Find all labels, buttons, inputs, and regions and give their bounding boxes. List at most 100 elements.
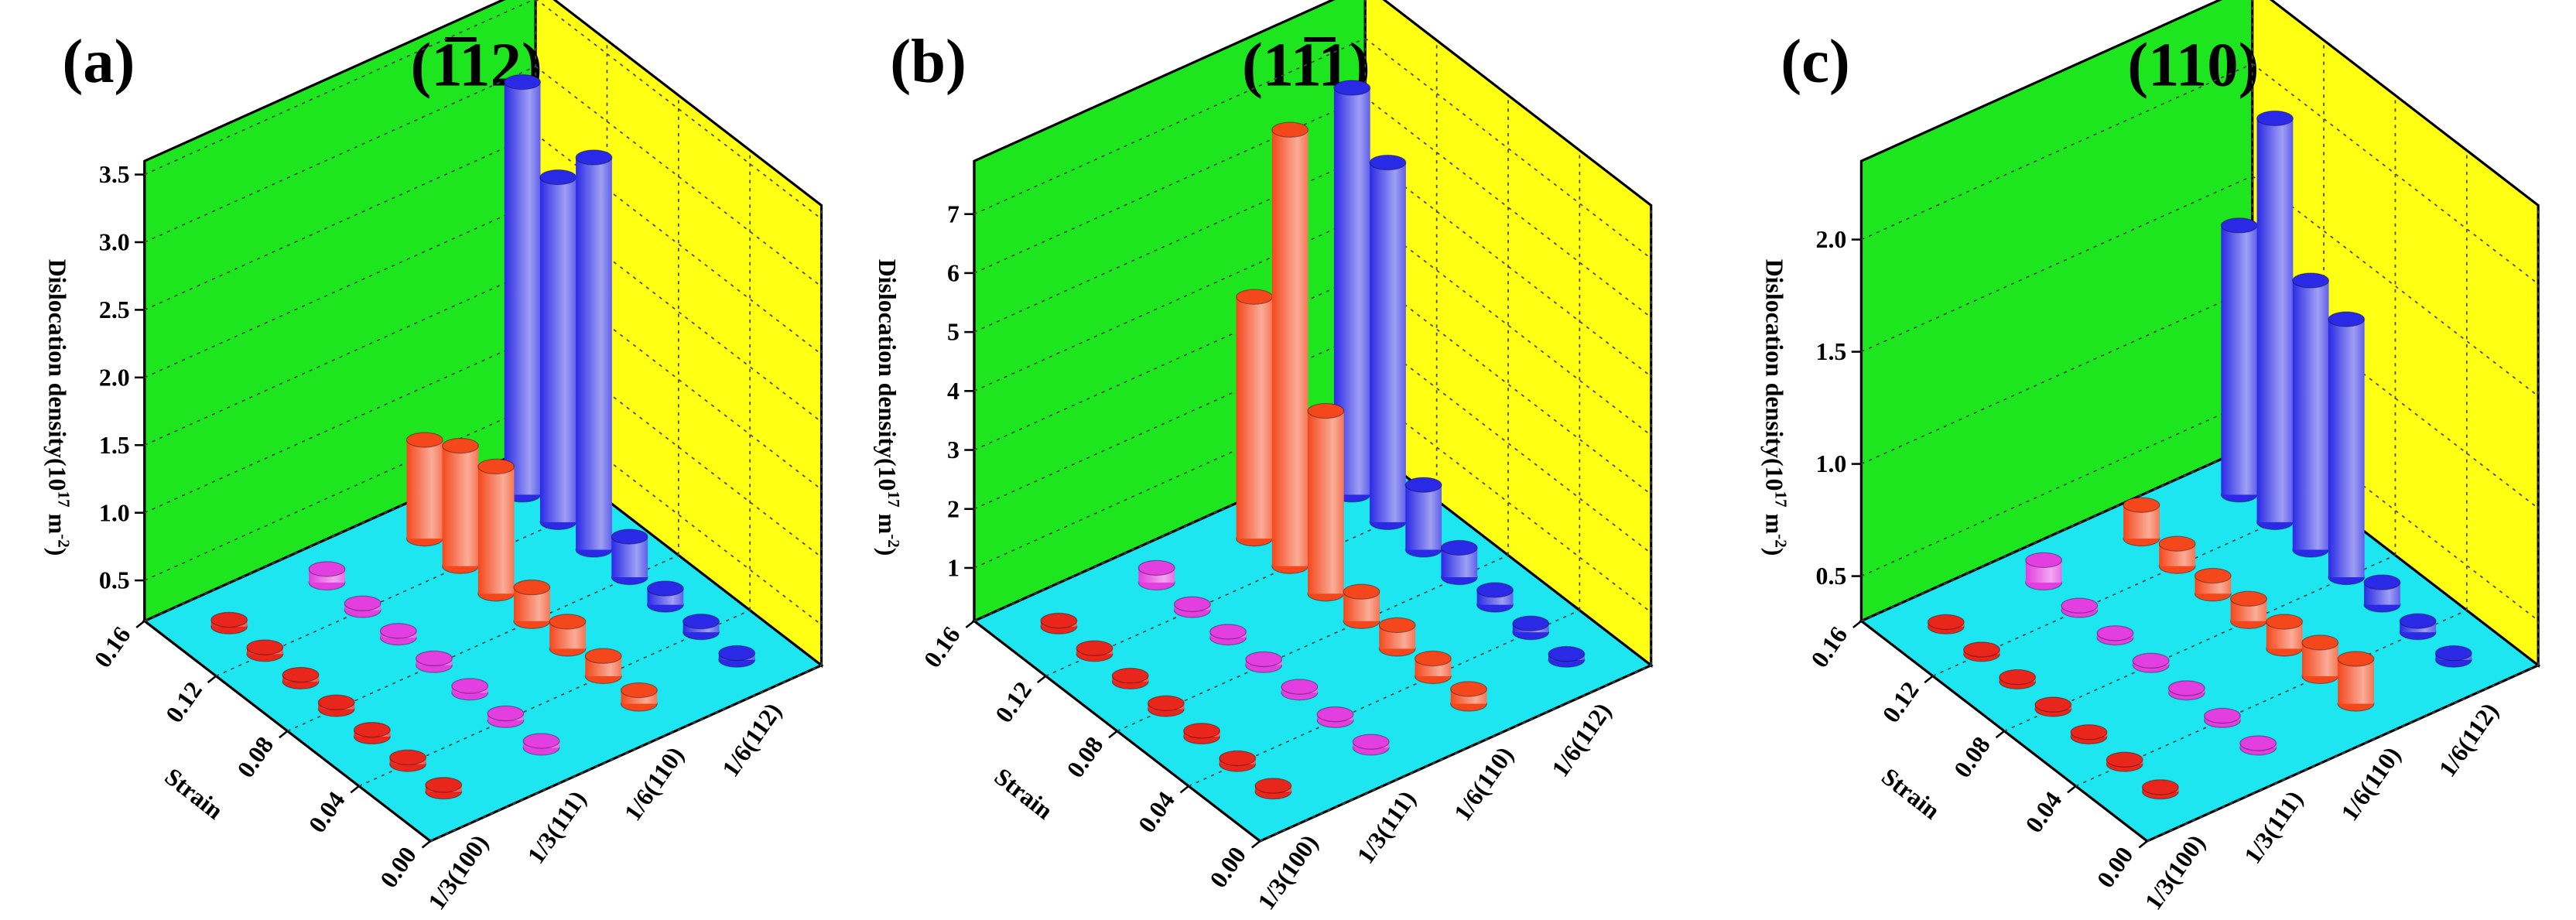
grid-line (1861, 444, 2253, 622)
z-axis-label-part: 17 (884, 491, 903, 508)
z-axis-label-part: -2 (884, 534, 903, 548)
bar-top (2266, 614, 2304, 630)
bar (2337, 651, 2375, 712)
bar (2301, 634, 2339, 685)
bar-top (718, 645, 756, 662)
bar (682, 613, 720, 641)
z-tick-label: 1.0 (99, 499, 130, 526)
bar-top (1512, 615, 1550, 631)
category-label: 1/3(100) (422, 829, 494, 915)
bar (2256, 110, 2294, 531)
bar (425, 777, 463, 800)
bar-top (425, 777, 463, 793)
bar-top (522, 733, 560, 749)
bar-top (1307, 402, 1345, 419)
bar-top (1137, 559, 1175, 576)
z-axis-label-part: 17 (1771, 491, 1790, 508)
bar-top (477, 458, 515, 475)
bar-top (1927, 614, 1965, 631)
grid-line (215, 499, 607, 677)
bar-top (575, 149, 613, 166)
bar-shine (406, 439, 443, 539)
x-tick-label: 0.16 (919, 621, 966, 672)
grid-line (1364, 273, 1652, 495)
bar-top (1962, 641, 2000, 658)
x-tick-label: 0.08 (232, 732, 279, 783)
bar-top (1040, 612, 1078, 629)
grid-line (144, 66, 536, 243)
grid-line (2075, 609, 2468, 787)
bar (2229, 590, 2267, 630)
bar-shine (1405, 484, 1442, 550)
bar-top (2194, 567, 2232, 584)
z-tick-label: 1.5 (99, 432, 130, 459)
bar (1111, 668, 1149, 690)
grid-line (973, 214, 1366, 392)
bar-top (246, 639, 284, 655)
bar (379, 623, 417, 646)
z-axis-label-part: 17 (55, 491, 74, 508)
bar (477, 458, 515, 602)
bar-top (1245, 651, 1283, 668)
z-tick-label: 0.5 (1816, 563, 1847, 590)
z-axis-label: Dislocation density(1017 m-2) (44, 259, 74, 556)
bar (539, 169, 577, 531)
bar (1927, 614, 1965, 634)
bar (210, 611, 248, 634)
bar-top (2025, 552, 2063, 569)
x-tick (1179, 785, 1189, 794)
bar-top (2096, 625, 2134, 641)
bar-top (2070, 723, 2108, 740)
bar-top (620, 682, 658, 699)
bar (2204, 707, 2241, 728)
bar (522, 733, 560, 756)
grid-line (973, 332, 1366, 510)
bar (2070, 723, 2108, 745)
bar (1369, 154, 1407, 531)
grid-line (1045, 499, 1437, 677)
category-label: 1/3(111) (1352, 786, 1421, 869)
z-tick-label: 1.0 (1816, 450, 1847, 477)
bar-top (646, 580, 684, 597)
bar-top (1450, 681, 1488, 697)
bar-top (308, 561, 346, 577)
grid-line (1932, 499, 2325, 677)
bar-top (2363, 574, 2401, 590)
panel-label: (a) (62, 27, 135, 96)
bar (1962, 641, 2000, 662)
z-tick-label: 5 (947, 319, 960, 346)
bar (1173, 596, 1211, 618)
grid-line (1364, 37, 1652, 259)
bar-top (210, 611, 248, 628)
bar (2025, 552, 2063, 591)
z-axis-label-part: m (1760, 508, 1787, 534)
z-axis-label-part: ) (44, 548, 71, 556)
z-tick-label: 3.0 (99, 229, 130, 256)
bar (246, 639, 284, 662)
z-axis-label-part: Dislocation density(10 (44, 259, 71, 491)
bar (1548, 645, 1586, 668)
bar-shine (576, 157, 612, 550)
bar-top (282, 666, 320, 683)
grid-line (358, 609, 751, 787)
bar-top (2141, 779, 2179, 795)
bar-top (1548, 645, 1586, 662)
bar-top (2034, 696, 2072, 713)
bar (584, 648, 622, 685)
bar (2158, 535, 2196, 574)
bar (1209, 624, 1247, 646)
bar-top (1316, 706, 1354, 723)
x-tick-label: 0.08 (1948, 732, 1996, 783)
bar-shine (1236, 296, 1273, 539)
grid-line (1364, 332, 1652, 554)
grid-line (535, 66, 823, 287)
bar-top (2239, 735, 2277, 751)
bar (575, 149, 613, 558)
x-tick-label: 0.04 (2020, 787, 2068, 838)
bar (2123, 497, 2160, 547)
bar (1235, 289, 1273, 547)
bar (451, 678, 489, 701)
panel-label: (c) (1781, 27, 1850, 96)
bar (1512, 615, 1550, 641)
z-tick-label: 1.5 (1816, 338, 1847, 365)
